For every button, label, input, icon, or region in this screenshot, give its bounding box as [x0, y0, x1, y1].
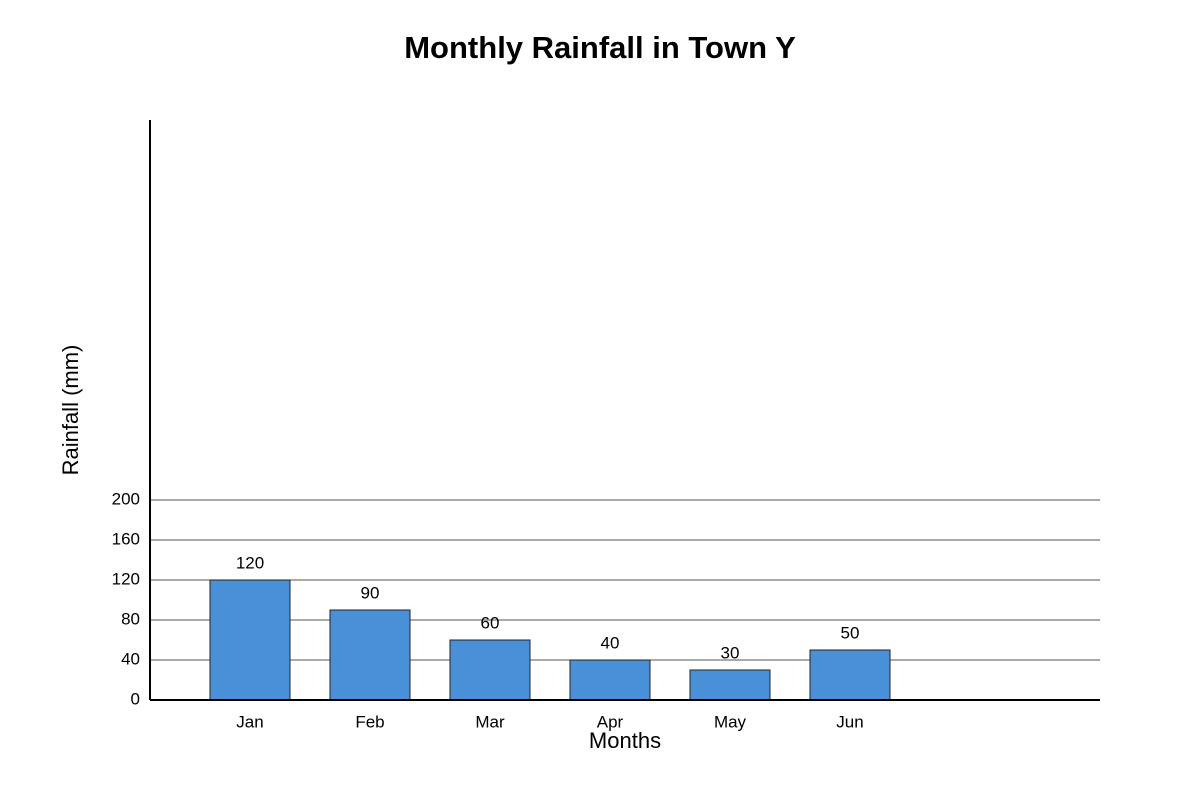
bar: [209, 579, 291, 701]
chart-title: Monthly Rainfall in Town Y: [404, 30, 796, 65]
x-tick-label: Jan: [236, 712, 263, 731]
bar: [809, 649, 891, 701]
x-tick-label: Jun: [836, 712, 863, 731]
y-tick-label: 120: [112, 569, 140, 588]
bar: [329, 609, 411, 701]
data-label: 40: [601, 633, 620, 652]
data-label: 120: [236, 553, 264, 572]
y-tick-label: 0: [131, 689, 140, 708]
data-label: 90: [361, 583, 380, 602]
bar: [449, 639, 531, 701]
y-tick-label: 80: [121, 609, 140, 628]
x-tick-label: Feb: [355, 712, 384, 731]
x-tick-label: May: [714, 712, 747, 731]
data-label: 60: [481, 613, 500, 632]
x-tick-label: Mar: [475, 712, 505, 731]
x-axis-label: Months: [589, 728, 661, 753]
x-tick-label: Apr: [597, 712, 624, 731]
y-tick-label: 160: [112, 529, 140, 548]
bar: [689, 669, 771, 701]
y-axis-label: Rainfall (mm): [58, 345, 83, 476]
y-tick-label: 40: [121, 649, 140, 668]
y-tick-label: 200: [112, 489, 140, 508]
data-label: 30: [721, 643, 740, 662]
data-label: 50: [841, 623, 860, 642]
bar: [569, 659, 651, 701]
